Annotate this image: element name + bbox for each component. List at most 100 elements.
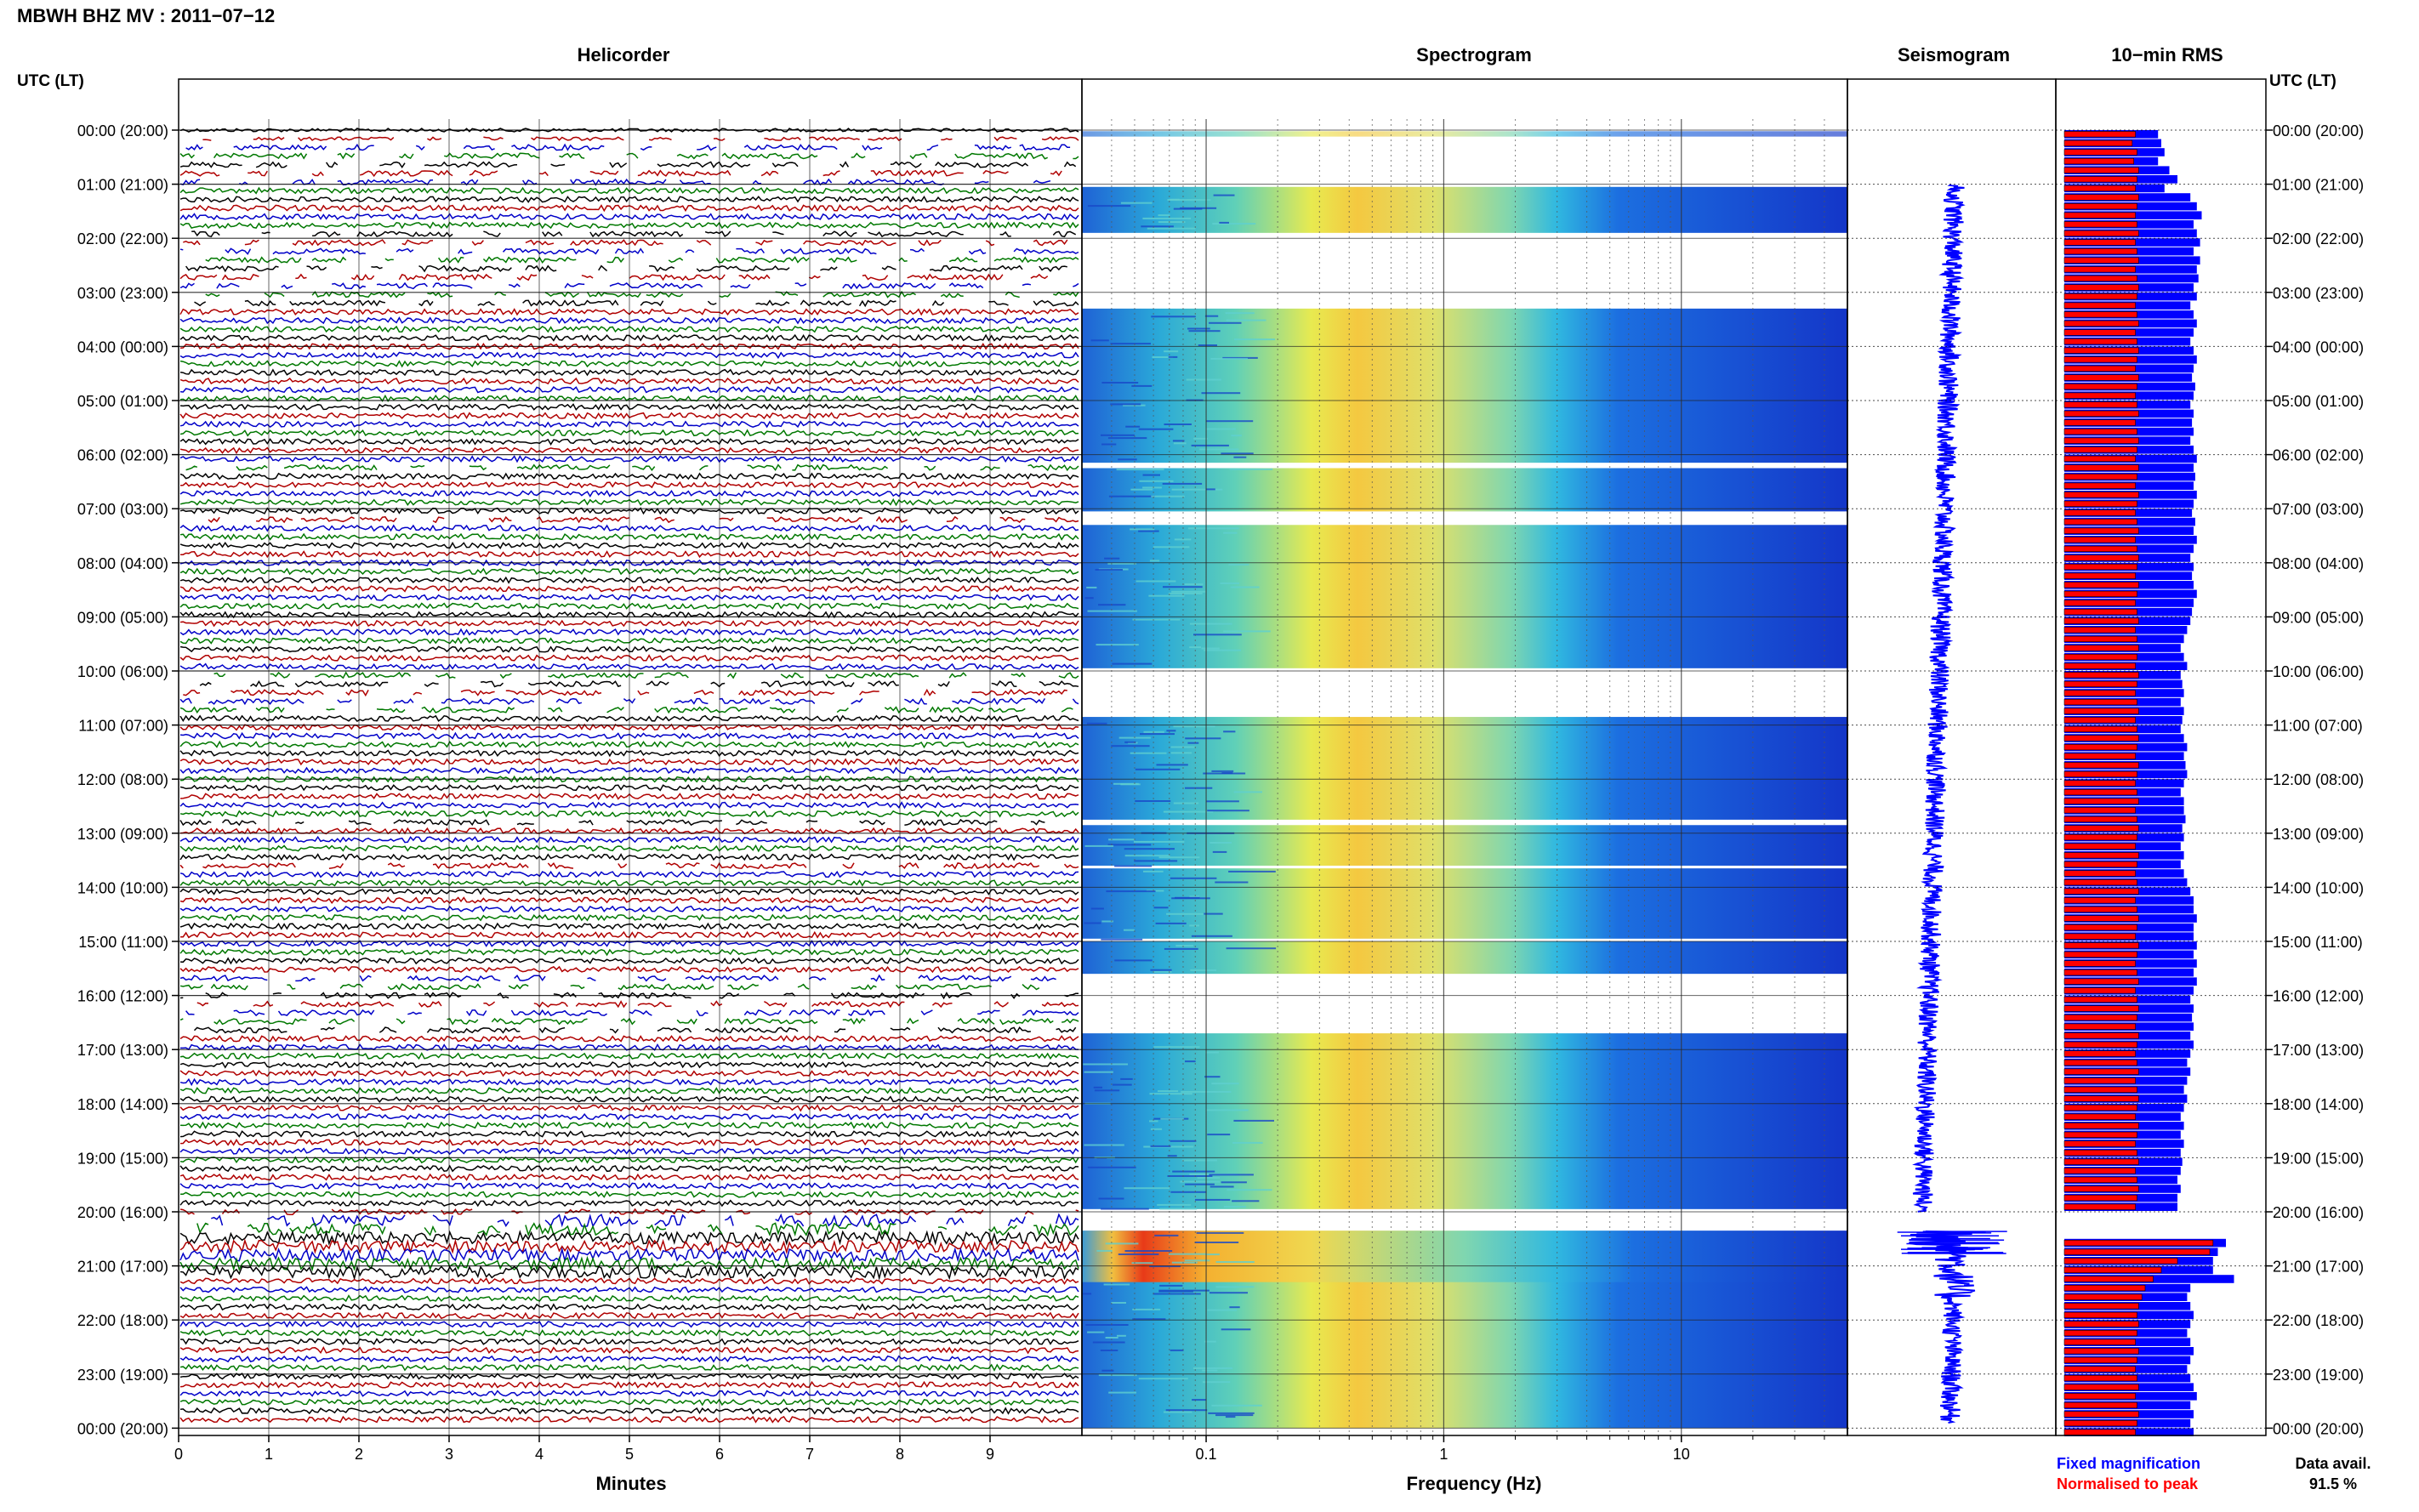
legend-fixed-magnification: Fixed magnification [2057, 1455, 2200, 1472]
rms-normalised-bar [2063, 446, 2137, 453]
spectrogram-streak [1151, 315, 1196, 318]
rms-normalised-bar [2063, 843, 2136, 850]
helicorder-trace [185, 463, 1079, 472]
spectrogram-title: Spectrogram [1416, 44, 1532, 65]
rms-normalised-bar [2063, 1123, 2139, 1129]
spectrogram-streak [1193, 634, 1242, 636]
spectrogram-streak [1156, 764, 1188, 766]
rms-normalised-bar [2063, 807, 2136, 814]
rms-normalised-bar [2063, 1105, 2137, 1111]
hour-label-right: 11:00 (07:00) [2273, 718, 2363, 735]
rms-normalised-bar [2063, 1168, 2136, 1174]
hour-label-left: 00:00 (20:00) [77, 1420, 168, 1437]
spectrogram-streak [1215, 1414, 1254, 1417]
rms-normalised-bar [2063, 627, 2136, 634]
hour-label-right: 12:00 (08:00) [2273, 771, 2364, 788]
spectrogram-streak [1207, 1309, 1238, 1311]
rms-normalised-bar [2063, 987, 2136, 994]
helicorder-trace [196, 1222, 1079, 1237]
rms-normalised-bar [2063, 302, 2136, 309]
spectrogram-streak [1173, 802, 1198, 804]
rms-normalised-bar [2063, 563, 2137, 571]
rms-normalised-bar [2063, 590, 2137, 597]
hour-label-left: 04:00 (00:00) [77, 338, 168, 355]
spectrogram-streak [1138, 428, 1174, 430]
spectrogram-streak [1130, 528, 1155, 531]
spectrogram-streak [1114, 865, 1153, 867]
spectrogram-streak [1134, 860, 1178, 862]
spectrogram-streak [1185, 1060, 1196, 1063]
spectrogram-streak [1171, 488, 1223, 491]
spectrogram-streak [1219, 221, 1229, 224]
spectrogram-streak [1225, 1416, 1236, 1418]
helicorder-trace [179, 247, 1079, 255]
rms-normalised-bar [2063, 1023, 2136, 1030]
spectrogram-xtick-label: 0.1 [1196, 1446, 1217, 1463]
rms-normalised-bar [2063, 410, 2139, 418]
spectrogram-streak [1107, 844, 1152, 846]
spectrogram-streak [1203, 912, 1223, 915]
spectrogram-streak [1211, 1404, 1262, 1407]
rms-normalised-bar [2063, 888, 2139, 895]
rms-normalised-bar [2063, 428, 2137, 435]
hour-label-left: 14:00 (10:00) [77, 879, 168, 896]
rms-normalised-bar [2063, 1203, 2136, 1210]
data-avail-value: 91.5 % [2309, 1475, 2357, 1492]
spectrogram-streak [1142, 217, 1192, 219]
hour-label-right: 09:00 (05:00) [2273, 609, 2364, 626]
spectrogram-streak [1111, 745, 1150, 747]
spectrogram-streak [1086, 722, 1107, 725]
rms-normalised-bar [2063, 608, 2137, 616]
spectrogram-streak [1192, 1367, 1233, 1369]
spectrogram-streak [1096, 644, 1139, 646]
x-axis-ticks: 0 1 2 3 4 5 6 7 8 9 0.1 1 10 [174, 1435, 1825, 1463]
spectrogram-streak [1209, 1174, 1254, 1176]
spectrogram-streak [1210, 1292, 1248, 1294]
spectrogram-streak [1101, 1369, 1114, 1372]
spectrogram-streak [1173, 725, 1215, 728]
rms-normalised-bar [2063, 582, 2139, 588]
rms-normalised-bar [2063, 537, 2136, 543]
spectrogram-xtick-label: 1 [1439, 1446, 1448, 1463]
spectrogram-streak [1229, 1306, 1240, 1309]
rms-normalised-bar [2063, 906, 2137, 912]
spectrogram-streak [1107, 437, 1147, 440]
spectrogram-streak [1180, 207, 1217, 209]
spectrogram-streak [1170, 1349, 1184, 1351]
rms-normalised-bar [2063, 690, 2136, 696]
spectrogram-streak [1124, 848, 1175, 850]
hour-label-left: 13:00 (09:00) [77, 826, 168, 843]
rms-normalised-bar [2063, 1330, 2137, 1337]
rms-normalised-bar [2063, 247, 2137, 255]
spectrogram-streak [1150, 1145, 1171, 1147]
rms-normalised-bar [2063, 176, 2137, 183]
spectrogram-streak [1172, 440, 1185, 442]
spectrogram-streak [1130, 752, 1167, 754]
spectrogram-streak [1153, 546, 1190, 549]
spectrogram-streak [1174, 538, 1192, 541]
rms-normalised-bar [2063, 1401, 2137, 1408]
spectrogram-streak [1149, 1120, 1158, 1123]
spectrogram-streak [1228, 563, 1249, 566]
rms-normalised-bar [2063, 1050, 2136, 1057]
spectrogram-streak [1223, 1206, 1246, 1208]
spectrogram-streak [1084, 922, 1101, 924]
rms-normalised-bar [2063, 1041, 2137, 1048]
spectrogram-streak [1093, 1086, 1102, 1089]
spectrogram-streak [1191, 444, 1229, 446]
spectrogram-streak [1180, 1180, 1220, 1183]
spectrogram-streak [1111, 1302, 1126, 1304]
hour-label-left: 05:00 (01:00) [77, 393, 168, 410]
spectrogram-streak [1113, 1083, 1132, 1086]
spectrogram-xtick-label: 10 [1673, 1446, 1690, 1463]
hour-label-right: 14:00 (10:00) [2273, 879, 2364, 896]
spectrogram-streak [1138, 530, 1159, 532]
rms-normalised-bar [2063, 1240, 2214, 1247]
rms-normalised-bar [2063, 725, 2137, 732]
rms-normalised-bar [2063, 437, 2139, 444]
spectrogram-band [1082, 1231, 1847, 1282]
rms-normalised-bar [2063, 139, 2133, 147]
spectrogram-streak [1152, 356, 1174, 358]
spectrogram-streak [1087, 1331, 1105, 1333]
hour-label-right: 08:00 (04:00) [2273, 555, 2364, 572]
